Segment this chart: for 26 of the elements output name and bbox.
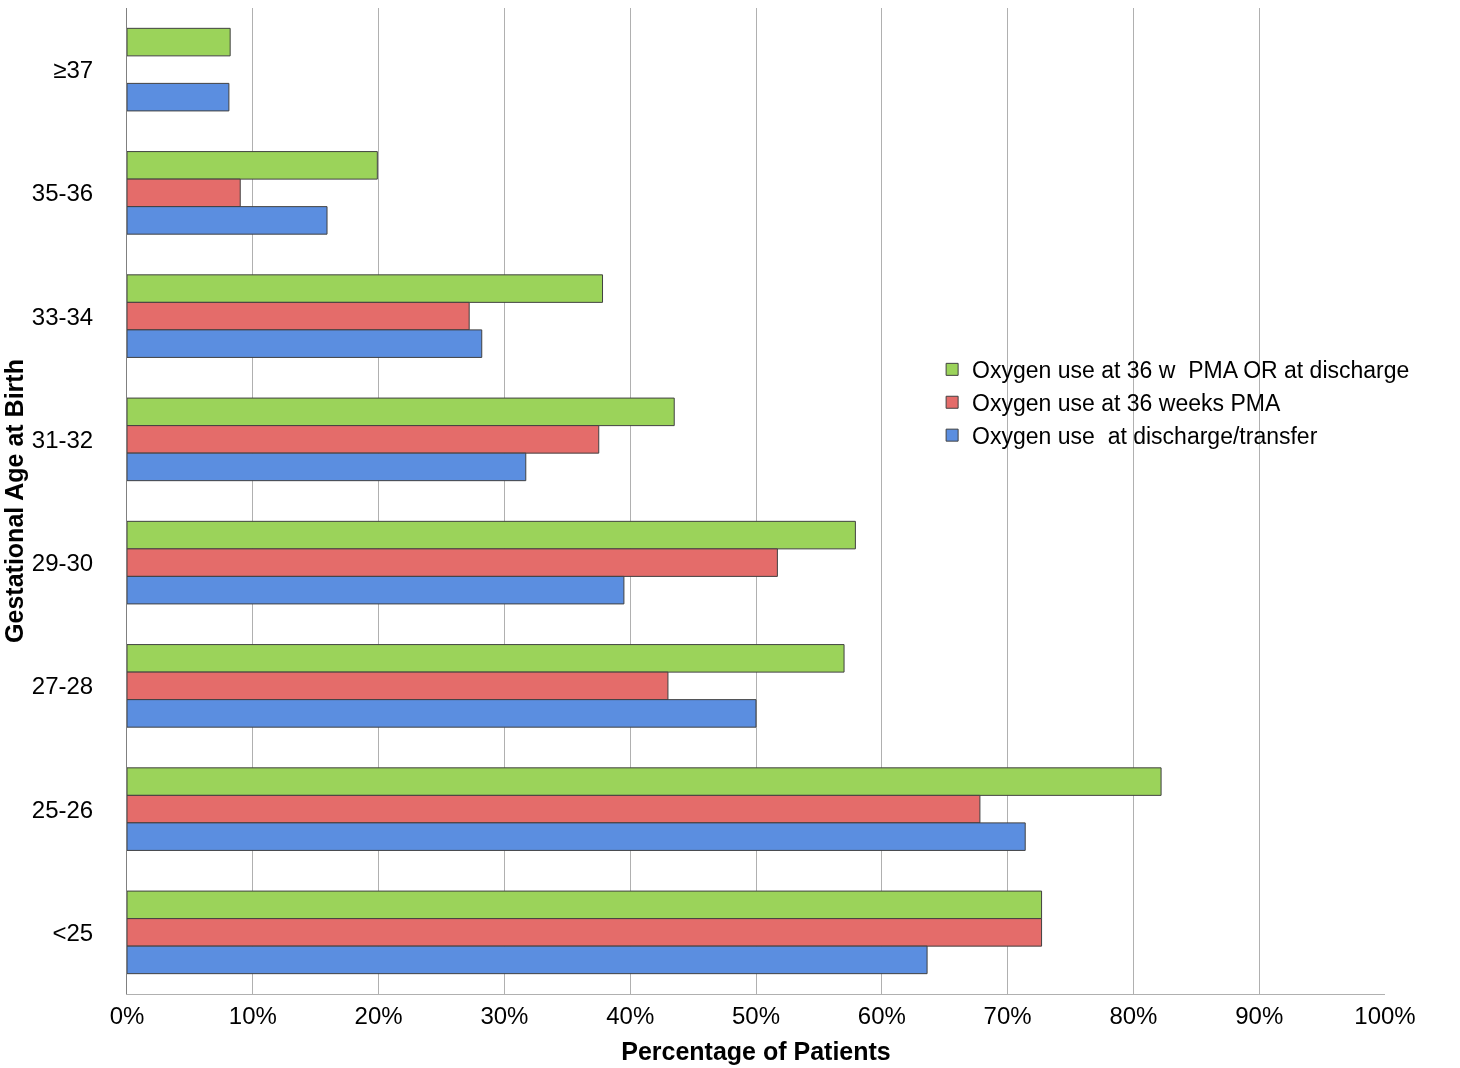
x-tick-label: 50% <box>731 1001 781 1029</box>
y-tick-label: 27-28 <box>31 672 94 700</box>
legend-label: Oxygen use at 36 weeks PMA <box>972 390 1281 417</box>
y-tick-label: 29-30 <box>31 549 94 577</box>
x-tick-label: 60% <box>857 1001 906 1029</box>
legend-label: Oxygen use at discharge/transfer <box>972 423 1318 450</box>
y-tick-label: 25-26 <box>31 795 94 823</box>
bar <box>127 27 231 57</box>
y-tick-label: <25 <box>52 918 94 946</box>
x-tick-label: 0% <box>109 1001 145 1029</box>
y-axis-title: Gestational Age at Birth <box>0 359 28 643</box>
x-tick-label: 70% <box>983 1001 1032 1029</box>
y-tick-label: 31-32 <box>31 425 94 453</box>
y-tick-label: 35-36 <box>31 179 94 207</box>
bar <box>127 82 230 112</box>
x-tick-label: 40% <box>606 1001 655 1029</box>
x-tick-label: 90% <box>1235 1001 1284 1029</box>
x-tick-label: 20% <box>354 1001 403 1029</box>
x-tick-label: 100% <box>1354 1001 1416 1029</box>
x-axis-title: Percentage of Patients <box>621 1036 891 1065</box>
x-tick-label: 10% <box>228 1001 277 1029</box>
y-tick-label: ≥37 <box>53 56 94 84</box>
x-tick-label: 80% <box>1109 1001 1158 1029</box>
x-tick-label: 30% <box>480 1001 529 1029</box>
legend-label: Oxygen use at 36 w PMA OR at discharge <box>972 357 1410 384</box>
y-tick-label: 33-34 <box>31 302 94 330</box>
